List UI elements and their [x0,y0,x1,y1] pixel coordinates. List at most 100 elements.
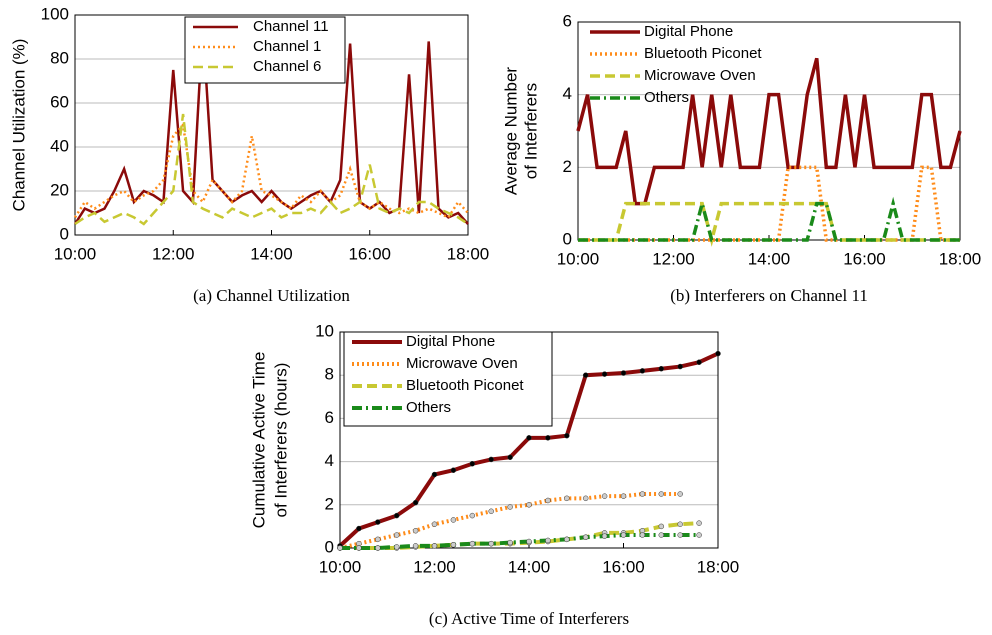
point [545,435,551,441]
point [582,372,589,378]
legend-label: Others [406,399,451,416]
point [375,519,381,525]
point [545,537,551,544]
point [488,540,494,547]
legend-label: Channel 11 [253,18,329,35]
point [601,533,608,539]
x-tick-label: 14:00 [250,244,293,263]
series-line [578,196,960,242]
y-axis-label: Channel Utilization (%) [9,39,28,212]
point [696,359,702,365]
x-tick-label: 12:00 [413,557,456,576]
point [375,536,381,543]
point [677,363,683,370]
legend-label: Digital Phone [644,23,733,40]
point [450,517,457,523]
series-line [578,201,960,247]
point [412,543,419,549]
point [658,491,665,497]
point [412,499,419,506]
x-tick-label: 18:00 [447,244,490,263]
point [639,532,646,538]
legend-label: Microwave Oven [406,355,518,372]
y-tick-label: 20 [50,180,69,199]
point [507,539,513,546]
legend-label: Channel 1 [253,38,321,55]
point [526,538,532,545]
x-tick-label: 14:00 [508,557,551,576]
x-tick-label: 16:00 [348,244,391,263]
point [696,520,702,526]
x-tick-label: 10:00 [557,249,600,268]
point [564,495,570,502]
point [545,497,551,504]
x-tick-label: 16:00 [602,557,645,576]
y-tick-label: 4 [325,451,334,470]
point [677,491,683,497]
point [677,521,683,527]
point [582,534,589,540]
y-axis-label: Average Number [501,67,520,196]
point [393,544,400,550]
x-tick-label: 12:00 [152,244,195,263]
y-tick-label: 10 [315,321,334,340]
point [469,461,476,467]
y-tick-label: 6 [325,408,334,427]
point [658,523,665,530]
legend-label: Bluetooth Piconet [644,45,762,62]
y-tick-label: 40 [50,136,69,155]
x-tick-label: 18:00 [697,557,740,576]
legend-label: Others [644,89,689,106]
point [696,532,702,538]
x-tick-label: 10:00 [54,244,97,263]
y-tick-label: 4 [563,84,572,103]
point [715,350,721,357]
series-line [74,113,469,226]
point [431,543,438,549]
legend-label: Microwave Oven [644,67,756,84]
point [450,542,457,548]
point [526,502,532,508]
y-axis-label: of Interferers [521,83,540,179]
y-tick-label: 0 [563,229,572,248]
point [393,532,400,538]
plot-frame [74,14,469,236]
point [639,368,646,374]
legend-frame [184,16,346,84]
caption: (c) Active Time of Interferers [429,609,629,628]
point [431,471,438,478]
point [412,527,419,534]
y-axis-label: of Interferers (hours) [271,363,290,518]
y-tick-label: 100 [41,4,69,23]
y-axis-label: Cumulative Active Time [249,352,268,529]
point [564,536,570,543]
x-tick-label: 12:00 [652,249,695,268]
point [620,493,627,499]
point [431,521,438,527]
point [582,495,589,502]
legend-label: Digital Phone [406,333,495,350]
point [469,540,476,547]
point [469,512,476,519]
legend-label: Channel 6 [253,58,321,75]
point [507,454,513,461]
point [488,508,494,515]
point [375,545,381,551]
point [507,504,513,510]
y-tick-label: 80 [50,48,69,67]
caption: (a) Channel Utilization [193,286,350,305]
x-tick-label: 16:00 [843,249,886,268]
point [526,435,532,441]
point [450,467,457,473]
point [658,365,665,372]
caption: (b) Interferers on Channel 11 [670,286,868,305]
point [356,525,362,532]
point [356,545,362,551]
y-tick-label: 0 [325,537,334,556]
series-line [73,25,469,225]
legend-frame [343,331,553,427]
legend-label: Bluetooth Piconet [406,377,524,394]
x-tick-label: 18:00 [939,249,982,268]
series-line [576,57,962,206]
y-tick-label: 0 [60,224,69,243]
